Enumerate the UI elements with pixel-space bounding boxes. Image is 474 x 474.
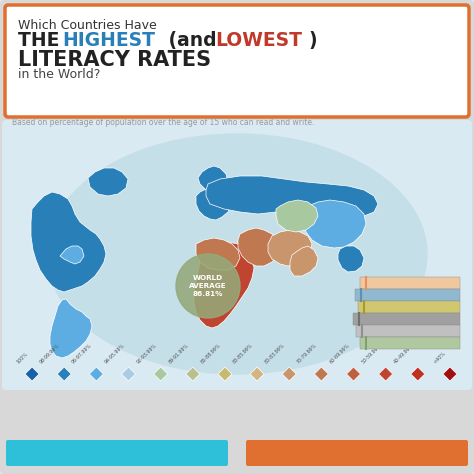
Polygon shape bbox=[290, 246, 318, 276]
Polygon shape bbox=[194, 242, 254, 328]
Text: 89-91.99%: 89-91.99% bbox=[168, 343, 190, 365]
FancyBboxPatch shape bbox=[6, 440, 228, 466]
Ellipse shape bbox=[47, 134, 427, 374]
Text: THE: THE bbox=[18, 31, 66, 50]
Text: 40-49.99%: 40-49.99% bbox=[392, 343, 415, 365]
FancyBboxPatch shape bbox=[358, 301, 460, 313]
FancyBboxPatch shape bbox=[2, 120, 472, 390]
Polygon shape bbox=[206, 176, 378, 218]
Polygon shape bbox=[411, 367, 425, 381]
Polygon shape bbox=[338, 246, 364, 272]
Text: 98-99.99%: 98-99.99% bbox=[39, 343, 61, 365]
Text: HIGHEST: HIGHEST bbox=[62, 31, 155, 50]
Polygon shape bbox=[218, 367, 232, 381]
FancyBboxPatch shape bbox=[355, 289, 460, 301]
Polygon shape bbox=[196, 188, 230, 220]
Text: 80-83.99%: 80-83.99% bbox=[264, 343, 286, 365]
Polygon shape bbox=[186, 367, 200, 381]
FancyBboxPatch shape bbox=[5, 5, 469, 117]
Text: 70-79.99%: 70-79.99% bbox=[296, 343, 319, 365]
Polygon shape bbox=[268, 230, 312, 266]
Text: 94-95.99%: 94-95.99% bbox=[103, 343, 126, 365]
Polygon shape bbox=[90, 367, 103, 381]
Text: <40%: <40% bbox=[433, 351, 447, 365]
Text: LITERACY RATES: LITERACY RATES bbox=[18, 50, 211, 70]
FancyBboxPatch shape bbox=[246, 440, 468, 466]
Polygon shape bbox=[250, 367, 264, 381]
Text: The Lowest...: The Lowest... bbox=[77, 448, 156, 458]
Polygon shape bbox=[50, 299, 92, 358]
Text: Based on percentage of population over the age of 15 who can read and write.: Based on percentage of population over t… bbox=[12, 118, 314, 127]
Text: 83-85.99%: 83-85.99% bbox=[232, 343, 254, 365]
Text: 100%: 100% bbox=[16, 352, 29, 365]
FancyBboxPatch shape bbox=[360, 337, 460, 349]
Text: 50-59.99%: 50-59.99% bbox=[361, 343, 383, 365]
Text: 96-97.99%: 96-97.99% bbox=[72, 343, 93, 365]
Polygon shape bbox=[31, 192, 106, 292]
Text: ): ) bbox=[308, 31, 317, 50]
Text: 60-69.99%: 60-69.99% bbox=[328, 343, 350, 365]
Text: 92-93.99%: 92-93.99% bbox=[136, 343, 158, 365]
Text: Which Countries Have: Which Countries Have bbox=[18, 19, 157, 32]
Polygon shape bbox=[60, 246, 84, 264]
Text: LOWEST: LOWEST bbox=[215, 31, 302, 50]
FancyBboxPatch shape bbox=[356, 325, 460, 337]
FancyBboxPatch shape bbox=[360, 277, 460, 289]
Polygon shape bbox=[121, 367, 136, 381]
Polygon shape bbox=[314, 367, 328, 381]
Text: (and: (and bbox=[162, 31, 223, 50]
Polygon shape bbox=[443, 367, 457, 381]
Polygon shape bbox=[238, 228, 280, 266]
Text: WORLD
AVERAGE
86.81%: WORLD AVERAGE 86.81% bbox=[189, 274, 227, 298]
Text: 86-88.99%: 86-88.99% bbox=[200, 343, 222, 365]
Polygon shape bbox=[25, 367, 39, 381]
Circle shape bbox=[176, 254, 240, 318]
Polygon shape bbox=[379, 367, 392, 381]
Polygon shape bbox=[57, 367, 71, 381]
Polygon shape bbox=[346, 367, 361, 381]
Polygon shape bbox=[276, 200, 318, 232]
Polygon shape bbox=[282, 367, 296, 381]
Polygon shape bbox=[198, 166, 228, 194]
Polygon shape bbox=[304, 200, 366, 248]
Text: in the World?: in the World? bbox=[18, 68, 100, 81]
Text: The Lowest...: The Lowest... bbox=[318, 448, 397, 458]
Polygon shape bbox=[196, 238, 240, 270]
FancyBboxPatch shape bbox=[353, 313, 460, 325]
Polygon shape bbox=[154, 367, 168, 381]
Polygon shape bbox=[360, 294, 400, 329]
Polygon shape bbox=[88, 168, 128, 196]
